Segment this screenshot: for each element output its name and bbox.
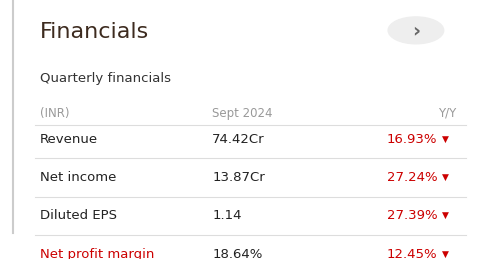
Text: 13.87Cr: 13.87Cr xyxy=(212,171,265,184)
Text: 12.45%: 12.45% xyxy=(387,248,438,259)
Text: ▼: ▼ xyxy=(442,249,449,258)
Text: Quarterly financials: Quarterly financials xyxy=(40,72,171,85)
Text: Diluted EPS: Diluted EPS xyxy=(40,209,117,222)
Text: Revenue: Revenue xyxy=(40,133,98,146)
Text: ▼: ▼ xyxy=(442,211,449,220)
Circle shape xyxy=(388,17,444,44)
Text: Sept 2024: Sept 2024 xyxy=(212,107,273,120)
Text: ▼: ▼ xyxy=(442,135,449,144)
Text: Net profit margin: Net profit margin xyxy=(40,248,154,259)
Text: 27.24%: 27.24% xyxy=(387,171,438,184)
Text: (INR): (INR) xyxy=(40,107,69,120)
Text: Financials: Financials xyxy=(40,22,149,42)
Text: Net income: Net income xyxy=(40,171,116,184)
Text: 1.14: 1.14 xyxy=(212,209,242,222)
Text: ›: › xyxy=(412,21,420,40)
Text: 16.93%: 16.93% xyxy=(387,133,438,146)
Text: ▼: ▼ xyxy=(442,173,449,182)
Text: 27.39%: 27.39% xyxy=(387,209,438,222)
Text: Y/Y: Y/Y xyxy=(439,107,456,120)
Text: 74.42Cr: 74.42Cr xyxy=(212,133,265,146)
Text: 18.64%: 18.64% xyxy=(212,248,263,259)
